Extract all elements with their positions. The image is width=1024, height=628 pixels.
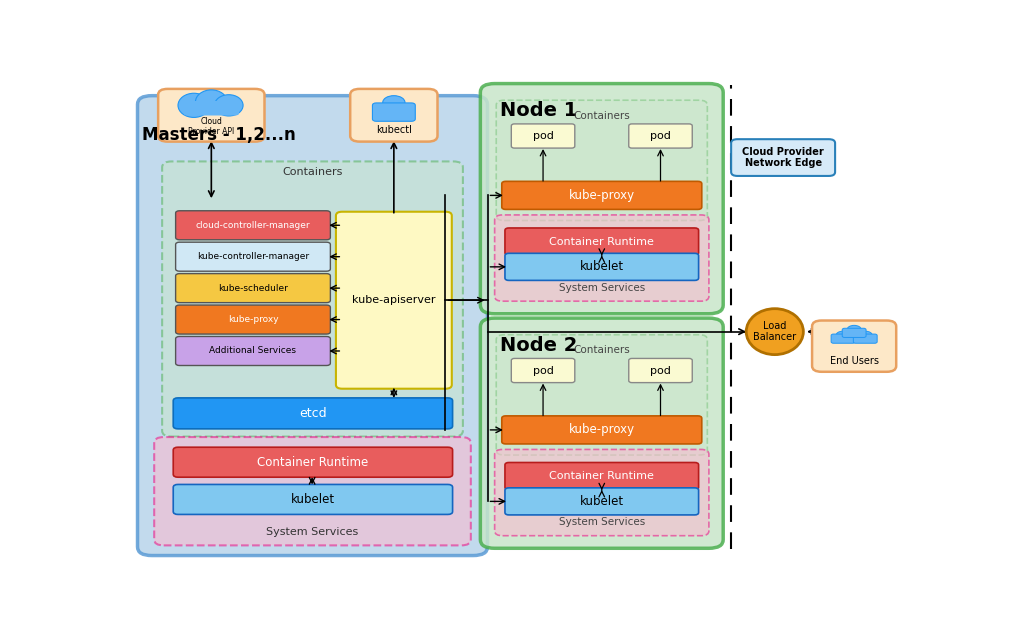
Text: Node 2: Node 2 xyxy=(500,336,577,355)
FancyBboxPatch shape xyxy=(176,305,331,334)
Text: kube-scheduler: kube-scheduler xyxy=(218,284,288,293)
FancyBboxPatch shape xyxy=(173,484,453,514)
Text: etcd: etcd xyxy=(299,407,327,420)
Text: Cloud
Provider API: Cloud Provider API xyxy=(188,117,234,136)
FancyBboxPatch shape xyxy=(853,334,878,344)
Text: kube-controller-manager: kube-controller-manager xyxy=(197,252,309,261)
FancyBboxPatch shape xyxy=(731,139,836,176)
Text: Additional Services: Additional Services xyxy=(210,347,297,355)
FancyBboxPatch shape xyxy=(502,416,701,444)
Ellipse shape xyxy=(196,90,227,114)
FancyBboxPatch shape xyxy=(176,242,331,271)
FancyBboxPatch shape xyxy=(173,447,453,477)
FancyBboxPatch shape xyxy=(842,328,866,337)
Text: kube-apiserver: kube-apiserver xyxy=(352,295,435,305)
FancyBboxPatch shape xyxy=(511,359,574,382)
Text: Container Runtime: Container Runtime xyxy=(257,456,369,468)
Text: cloud-controller-manager: cloud-controller-manager xyxy=(196,221,310,230)
Text: pod: pod xyxy=(650,131,671,141)
FancyBboxPatch shape xyxy=(812,320,896,372)
FancyBboxPatch shape xyxy=(176,274,331,303)
Ellipse shape xyxy=(214,95,243,116)
Text: Container Runtime: Container Runtime xyxy=(549,471,654,481)
FancyBboxPatch shape xyxy=(480,84,723,314)
Ellipse shape xyxy=(178,93,210,117)
Text: System Services: System Services xyxy=(266,528,358,538)
Text: Containers: Containers xyxy=(282,167,342,177)
FancyBboxPatch shape xyxy=(176,337,331,365)
FancyBboxPatch shape xyxy=(831,334,855,344)
Text: Container Runtime: Container Runtime xyxy=(549,237,654,247)
FancyBboxPatch shape xyxy=(502,181,701,209)
Text: kubelet: kubelet xyxy=(580,495,624,508)
FancyBboxPatch shape xyxy=(158,89,264,141)
FancyBboxPatch shape xyxy=(137,95,487,556)
FancyBboxPatch shape xyxy=(495,450,709,536)
FancyBboxPatch shape xyxy=(350,89,437,141)
FancyBboxPatch shape xyxy=(629,359,692,382)
FancyBboxPatch shape xyxy=(511,124,574,148)
FancyBboxPatch shape xyxy=(336,212,452,389)
Text: pod: pod xyxy=(532,131,554,141)
Circle shape xyxy=(836,331,850,340)
FancyBboxPatch shape xyxy=(505,253,698,280)
Circle shape xyxy=(847,325,861,334)
Text: Node 1: Node 1 xyxy=(500,101,577,120)
Text: kube-proxy: kube-proxy xyxy=(227,315,279,324)
Text: Containers: Containers xyxy=(573,111,630,121)
FancyBboxPatch shape xyxy=(505,488,698,515)
Text: Masters - 1,2...n: Masters - 1,2...n xyxy=(142,126,296,144)
FancyBboxPatch shape xyxy=(173,398,453,429)
FancyBboxPatch shape xyxy=(183,101,239,116)
FancyBboxPatch shape xyxy=(629,124,692,148)
Text: System Services: System Services xyxy=(559,517,645,527)
Text: kube-proxy: kube-proxy xyxy=(568,189,635,202)
FancyBboxPatch shape xyxy=(497,335,708,455)
FancyBboxPatch shape xyxy=(505,462,698,490)
FancyBboxPatch shape xyxy=(495,215,709,301)
FancyBboxPatch shape xyxy=(480,318,723,548)
Text: Cloud Provider
Network Edge: Cloud Provider Network Edge xyxy=(742,147,824,168)
Text: Load
Balancer: Load Balancer xyxy=(754,321,797,342)
FancyBboxPatch shape xyxy=(505,228,698,255)
FancyBboxPatch shape xyxy=(497,100,708,220)
FancyBboxPatch shape xyxy=(373,103,416,121)
Text: kubelet: kubelet xyxy=(580,261,624,273)
Text: End Users: End Users xyxy=(829,356,879,366)
Ellipse shape xyxy=(746,309,804,355)
Text: System Services: System Services xyxy=(559,283,645,293)
Circle shape xyxy=(383,95,404,109)
Text: pod: pod xyxy=(650,365,671,376)
FancyBboxPatch shape xyxy=(155,437,471,545)
Text: kube-proxy: kube-proxy xyxy=(568,423,635,436)
Text: Containers: Containers xyxy=(573,345,630,355)
Text: pod: pod xyxy=(532,365,554,376)
Circle shape xyxy=(858,331,872,340)
Text: kubelet: kubelet xyxy=(291,493,335,506)
FancyBboxPatch shape xyxy=(176,211,331,240)
FancyBboxPatch shape xyxy=(162,161,463,436)
Text: kubectl: kubectl xyxy=(376,124,412,134)
